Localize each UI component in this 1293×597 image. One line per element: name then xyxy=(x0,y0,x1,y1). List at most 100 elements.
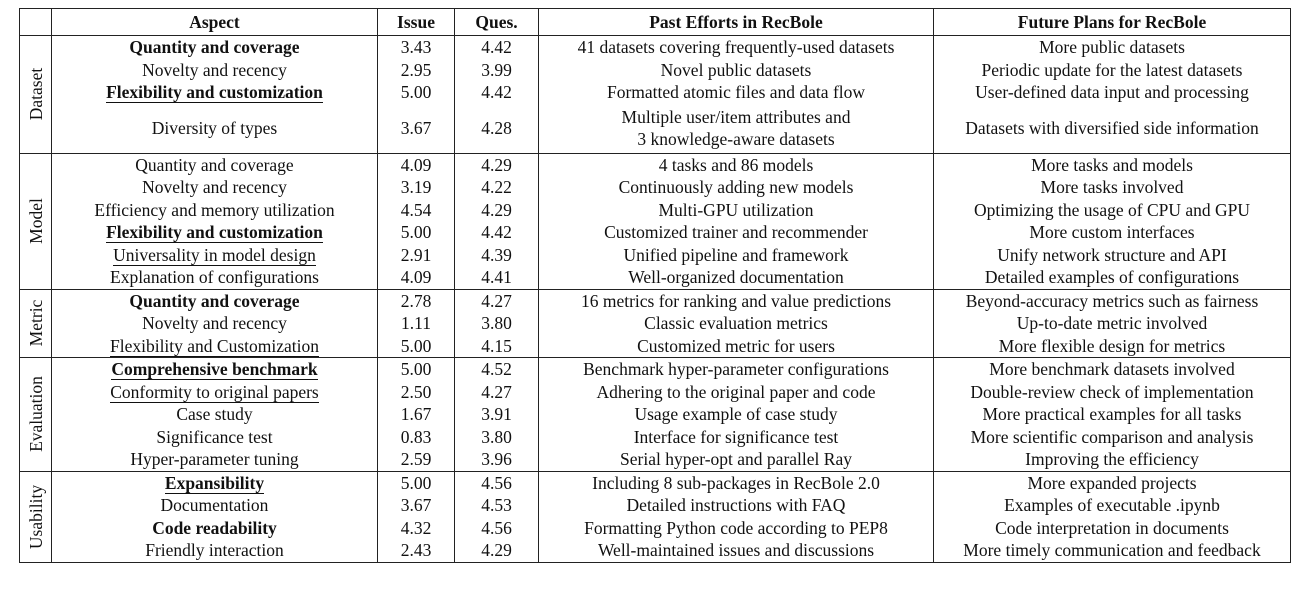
issue-score: 5.00 xyxy=(377,221,455,244)
past-efforts-cell: Formatted atomic files and data flow xyxy=(538,81,934,104)
future-plans-cell: Detailed examples of configurations xyxy=(933,266,1291,289)
issue-score: 1.11 xyxy=(377,312,455,335)
group-label: Evaluation xyxy=(25,376,46,453)
past-efforts-cell: Detailed instructions with FAQ xyxy=(538,494,934,517)
aspect-text: Quantity and coverage xyxy=(129,37,300,57)
issue-score: 2.59 xyxy=(377,448,455,471)
table-row: Efficiency and memory utilization 4.54 4.2… xyxy=(20,198,1291,221)
past-efforts-cell: 4 tasks and 86 models xyxy=(538,152,934,176)
recbole-comparison-table-container: Aspect Issue Ques. Past Efforts in RecBo… xyxy=(19,8,1291,563)
aspect-cell: Explanation of configurations xyxy=(51,266,378,289)
table-row: Code readability 4.32 4.56 Formatting Pytho… xyxy=(20,516,1291,539)
past-efforts-line: 3 knowledge-aware datasets xyxy=(637,129,835,149)
issue-score: 4.54 xyxy=(377,198,455,221)
table-row: Significance test 0.83 3.80 Interface for s… xyxy=(20,425,1291,448)
aspect-text: Significance test xyxy=(156,426,273,447)
table-row: Universality in model design 2.91 4.39 Unif… xyxy=(20,243,1291,266)
ques-score: 4.28 xyxy=(454,103,539,153)
header-future-plans: Future Plans for RecBole xyxy=(933,8,1291,36)
past-efforts-cell: Multi-GPU utilization xyxy=(538,198,934,221)
future-plans-cell: More timely communication and feedback xyxy=(933,539,1291,563)
table-row: Explanation of configurations 4.09 4.41 Wel… xyxy=(20,266,1291,289)
future-plans-cell: More scientific comparison and analysis xyxy=(933,425,1291,448)
aspect-text: Flexibility and customization xyxy=(106,82,323,103)
table-row: Hyper-parameter tuning 2.59 3.96 Serial hyp… xyxy=(20,448,1291,471)
future-plans-cell: Periodic update for the latest datasets xyxy=(933,58,1291,81)
aspect-text: Hyper-parameter tuning xyxy=(130,449,299,469)
issue-score: 4.32 xyxy=(377,516,455,539)
past-efforts-cell: Classic evaluation metrics xyxy=(538,312,934,335)
future-plans-cell: Unify network structure and API xyxy=(933,243,1291,266)
aspect-cell: Novelty and recency xyxy=(51,58,378,81)
future-plans-cell: User-defined data input and processing xyxy=(933,81,1291,104)
header-past-efforts: Past Efforts in RecBole xyxy=(538,8,934,36)
aspect-cell: Flexibility and customization xyxy=(51,221,378,244)
ques-score: 4.41 xyxy=(454,266,539,289)
future-plans-cell: Code interpretation in documents xyxy=(933,516,1291,539)
header-issue: Issue xyxy=(377,8,455,36)
table-header-row: Aspect Issue Ques. Past Efforts in RecBo… xyxy=(19,8,1291,36)
ques-score: 4.39 xyxy=(454,243,539,266)
aspect-text: Universality in model design xyxy=(113,244,316,266)
ques-score: 4.29 xyxy=(454,539,539,563)
aspect-text: Quantity and coverage xyxy=(135,154,294,175)
aspect-cell: Efficiency and memory utilization xyxy=(51,198,378,221)
ques-score: 4.52 xyxy=(454,357,539,381)
past-efforts-cell: Multiple user/item attributes and 3 knowl… xyxy=(538,103,934,153)
issue-score: 2.91 xyxy=(377,243,455,266)
ques-score: 4.56 xyxy=(454,470,539,494)
aspect-text: Explanation of configurations xyxy=(110,267,319,287)
aspect-cell: Expansibility xyxy=(51,470,378,494)
ques-score: 4.42 xyxy=(454,81,539,104)
aspect-text: Diversity of types xyxy=(151,117,278,138)
past-efforts-cell: Customized trainer and recommender xyxy=(538,221,934,244)
issue-score: 3.19 xyxy=(377,176,455,199)
past-efforts-cell: Unified pipeline and framework xyxy=(538,243,934,266)
issue-score: 3.67 xyxy=(377,494,455,517)
future-plans-cell: More public datasets xyxy=(933,35,1291,59)
group-label: Dataset xyxy=(25,68,46,121)
future-plans-cell: Double-review check of implementation xyxy=(933,380,1291,403)
ques-score: 4.42 xyxy=(454,35,539,59)
past-efforts-cell: Including 8 sub-packages in RecBole 2.0 xyxy=(538,470,934,494)
aspect-text: Documentation xyxy=(160,495,269,515)
issue-score: 2.50 xyxy=(377,380,455,403)
aspect-cell: Quantity and coverage xyxy=(51,288,378,312)
aspect-cell: Case study xyxy=(51,403,378,426)
future-plans-cell: More tasks involved xyxy=(933,176,1291,199)
aspect-text: Conformity to original papers xyxy=(110,381,319,403)
issue-score: 2.43 xyxy=(377,539,455,563)
group-label-cell: Metric xyxy=(19,288,52,358)
group-label-cell: Usability xyxy=(19,470,52,563)
group-label: Model xyxy=(25,198,46,244)
issue-score: 5.00 xyxy=(377,470,455,494)
future-plans-cell: More benchmark datasets involved xyxy=(933,357,1291,381)
past-efforts-line: Multiple user/item attributes and xyxy=(621,106,851,127)
table-row: Usability Expansibility 5.00 4.56 Including … xyxy=(19,470,1291,563)
past-efforts-cell: Well-maintained issues and discussions xyxy=(538,539,934,563)
table-row: Dataset Quantity and coverage 3.43 4.42 41 d… xyxy=(19,35,1291,154)
future-plans-cell: More custom interfaces xyxy=(933,221,1291,244)
future-plans-cell: Improving the efficiency xyxy=(933,448,1291,471)
aspect-text: Novelty and recency xyxy=(142,59,287,80)
future-plans-cell: Datasets with diversified side informati… xyxy=(933,103,1291,153)
ques-score: 4.42 xyxy=(454,221,539,244)
past-efforts-cell: Benchmark hyper-parameter configurations xyxy=(538,357,934,381)
recbole-comparison-table: Aspect Issue Ques. Past Efforts in RecBo… xyxy=(19,8,1291,563)
table-row: Documentation 3.67 4.53 Detailed instructio… xyxy=(20,494,1291,517)
issue-score: 4.09 xyxy=(377,152,455,176)
aspect-cell: Novelty and recency xyxy=(51,312,378,335)
aspect-text: Case study xyxy=(176,404,253,424)
header-group xyxy=(19,8,52,36)
table-row: Metric Quantity and coverage 2.78 4.27 16 me… xyxy=(19,288,1291,358)
past-efforts-cell: 41 datasets covering frequently-used dat… xyxy=(538,35,934,59)
future-plans-cell: More flexible design for metrics xyxy=(933,334,1291,358)
group-label: Metric xyxy=(25,299,46,347)
aspect-cell: Universality in model design xyxy=(51,243,378,266)
aspect-cell: Quantity and coverage xyxy=(51,35,378,59)
past-efforts-cell: 16 metrics for ranking and value predict… xyxy=(538,288,934,312)
aspect-cell: Flexibility and customization xyxy=(51,81,378,104)
ques-score: 3.99 xyxy=(454,58,539,81)
aspect-text: Friendly interaction xyxy=(145,540,284,560)
aspect-cell: Novelty and recency xyxy=(51,176,378,199)
